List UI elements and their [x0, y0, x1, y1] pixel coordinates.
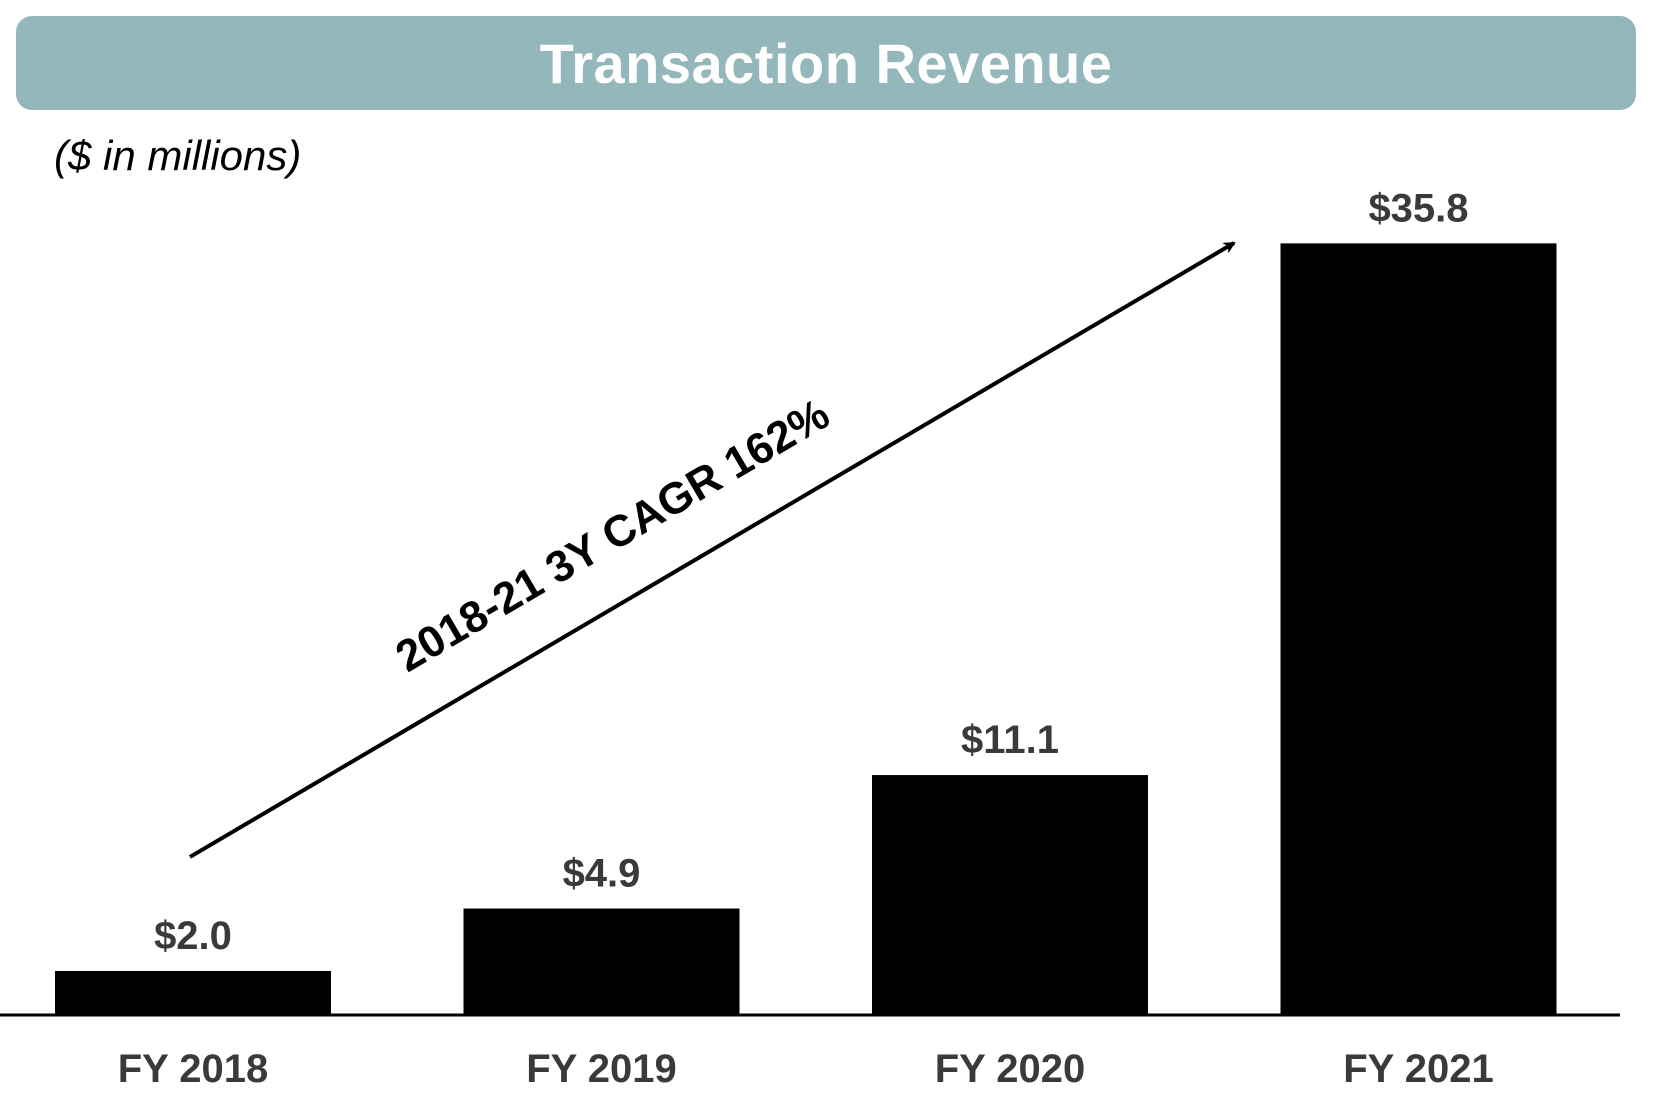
bar-fy-2020 — [872, 775, 1148, 1014]
cagr-annotation: 2018-21 3Y CAGR 162% — [388, 389, 838, 681]
x-tick-label-fy-2019: FY 2019 — [526, 1047, 677, 1091]
bar-fy-2018 — [55, 970, 331, 1014]
x-tick-label-fy-2021: FY 2021 — [1343, 1047, 1494, 1091]
labels-layer: $2.0 FY 2018 $4.9 FY 2019 $11.1 FY 2020 $35.8 F… — [118, 186, 1494, 1091]
value-label-fy-2019: $4.9 — [563, 852, 641, 896]
value-label-fy-2020: $11.1 — [961, 718, 1059, 762]
x-tick-label-fy-2020: FY 2020 — [935, 1047, 1086, 1091]
value-label-fy-2018: $2.0 — [154, 914, 232, 958]
chart-title: Transaction Revenue — [539, 31, 1113, 95]
bars-layer — [55, 243, 1557, 1014]
cagr-arrow — [188, 241, 1236, 859]
value-label-fy-2021: $35.8 — [1368, 186, 1468, 230]
x-tick-label-fy-2018: FY 2018 — [118, 1047, 269, 1091]
chart-title-banner: Transaction Revenue — [16, 16, 1636, 110]
chart-subtitle: ($ in millions) — [54, 132, 302, 179]
bar-fy-2019 — [463, 908, 740, 1014]
bar-fy-2021 — [1280, 243, 1557, 1014]
